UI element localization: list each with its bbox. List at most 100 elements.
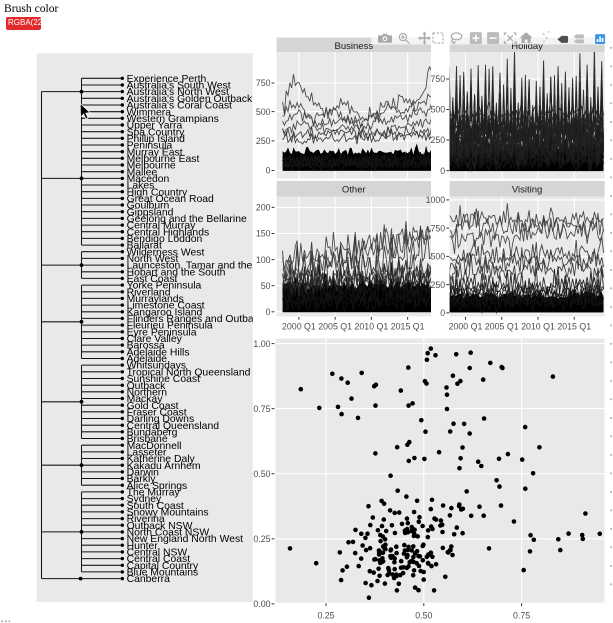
svg-text:Hobart and the South: Hobart and the South [127,267,226,278]
svg-text:Bundaberg: Bundaberg [127,427,178,438]
svg-text:Mackay: Mackay [127,394,164,405]
svg-text:Spa Country: Spa Country [127,127,186,138]
svg-text:Goulburn: Goulburn [127,201,170,212]
svg-text:Geelong and the Bellarine: Geelong and the Bellarine [127,214,247,225]
svg-text:East Coast: East Coast [127,274,178,285]
svg-text:Outback: Outback [127,381,167,392]
svg-text:Gold Coast: Gold Coast [127,401,179,412]
svg-text:Central NSW: Central NSW [127,548,188,559]
svg-text:Blue Mountains: Blue Mountains [127,568,199,579]
svg-text:1.00: 1.00 [253,339,270,349]
svg-text:Murray East: Murray East [127,147,183,158]
svg-text:2005 Q1: 2005 Q1 [485,322,519,332]
svg-text:Barkly: Barkly [127,474,157,485]
svg-text:MacDonnell: MacDonnell [127,441,182,452]
svg-text:Riverina: Riverina [127,514,165,525]
svg-text:Canberra: Canberra [127,574,171,585]
svg-text:South Coast: South Coast [127,501,184,512]
svg-text:Barossa: Barossa [127,341,165,352]
svg-text:0.25: 0.25 [253,534,270,544]
svg-text:Gippsland: Gippsland [127,207,174,218]
svg-text:The Murray: The Murray [127,488,181,499]
svg-text:Adelaide Hills: Adelaide Hills [127,347,190,358]
svg-text:Whitsundays: Whitsundays [127,361,186,372]
svg-text:North West: North West [127,254,179,265]
svg-text:Central Queensland: Central Queensland [127,421,220,432]
svg-text:Fraser Coast: Fraser Coast [127,407,187,418]
svg-text:750: 750 [431,223,446,233]
svg-text:Yorke Peninsula: Yorke Peninsula [127,281,202,292]
svg-text:750: 750 [431,74,446,84]
svg-text:Ballarat: Ballarat [127,241,162,252]
svg-text:Outback NSW: Outback NSW [127,521,193,532]
svg-text:Melbourne East: Melbourne East [127,154,200,165]
svg-text:Wimmera: Wimmera [127,107,172,118]
svg-text:Holiday: Holiday [511,41,543,52]
svg-text:Experience Perth: Experience Perth [127,74,207,85]
svg-text:Darling Downs: Darling Downs [127,414,195,425]
svg-text:Alice Springs: Alice Springs [127,481,188,492]
svg-text:2000 Q1: 2000 Q1 [282,322,316,332]
svg-text:0.50: 0.50 [253,469,270,479]
svg-text:0: 0 [440,166,445,176]
svg-text:250: 250 [431,135,446,145]
svg-text:Northern: Northern [127,387,168,398]
svg-text:50: 50 [261,281,271,291]
svg-text:Great Ocean Road: Great Ocean Road [127,194,214,205]
svg-text:250: 250 [431,280,446,290]
svg-text:100: 100 [256,255,271,265]
svg-text:2010 Q1: 2010 Q1 [521,322,555,332]
svg-text:Adelaide: Adelaide [127,354,168,365]
svg-text:2000 Q1: 2000 Q1 [449,322,483,332]
svg-text:0.00: 0.00 [253,599,270,609]
svg-text:Central Coast: Central Coast [127,554,191,565]
svg-text:Darwin: Darwin [127,468,160,479]
svg-text:0: 0 [266,166,271,176]
svg-text:Business: Business [335,41,374,52]
svg-text:200: 200 [256,203,271,213]
svg-text:Eyre Peninsula: Eyre Peninsula [127,327,197,338]
svg-text:Kangaroo Island: Kangaroo Island [127,307,203,318]
svg-text:Flinders Ranges and Outback: Flinders Ranges and Outback [127,314,265,325]
svg-text:Limestone Coast: Limestone Coast [127,301,205,312]
svg-text:Upper Yarra: Upper Yarra [127,121,183,132]
svg-text:Brisbane: Brisbane [127,434,168,445]
svg-text:High Country: High Country [127,187,188,198]
svg-text:Katherine Daly: Katherine Daly [127,454,196,465]
svg-text:Australia's Coral Coast: Australia's Coral Coast [127,101,232,112]
svg-text:2010 Q1: 2010 Q1 [355,322,389,332]
svg-text:Snowy Mountains: Snowy Mountains [127,508,209,519]
svg-text:Sunshine Coast: Sunshine Coast [127,374,200,385]
svg-text:Riverland: Riverland [127,287,171,298]
svg-text:Hunter: Hunter [127,541,159,552]
svg-text:Australia's South West: Australia's South West [127,81,231,92]
svg-text:500: 500 [256,107,271,117]
svg-text:North Coast NSW: North Coast NSW [127,528,210,539]
svg-text:0: 0 [266,307,271,317]
svg-text:Clare Valley: Clare Valley [127,334,183,345]
svg-text:Tropical North Queensland: Tropical North Queensland [127,367,251,378]
svg-text:1000: 1000 [426,195,446,205]
svg-text:500: 500 [431,252,446,262]
svg-text:0.75: 0.75 [513,610,530,620]
svg-text:Australia's Golden Outback: Australia's Golden Outback [127,94,253,105]
svg-text:Macedon: Macedon [127,174,170,185]
svg-text:2005 Q1: 2005 Q1 [318,322,352,332]
svg-text:Sydney: Sydney [127,494,162,505]
svg-text:2015 Q1: 2015 Q1 [391,322,425,332]
svg-text:Murraylands: Murraylands [127,294,184,305]
svg-text:Central Murray: Central Murray [127,221,197,232]
svg-text:Capital Country: Capital Country [127,561,199,572]
svg-text:0.25: 0.25 [317,610,334,620]
svg-text:Wilderness West: Wilderness West [127,247,205,258]
svg-text:Australia's North West: Australia's North West [127,87,229,98]
svg-text:Melbourne: Melbourne [127,161,176,172]
svg-text:Lakes: Lakes [127,181,155,192]
svg-text:Other: Other [342,185,366,196]
svg-text:New England North West: New England North West [127,534,244,545]
svg-text:Visiting: Visiting [512,185,542,196]
svg-text:Fleurieu Peninsula: Fleurieu Peninsula [127,321,213,332]
svg-text:Bendigo Loddon: Bendigo Loddon [127,234,203,245]
svg-text:Peninsula: Peninsula [127,141,173,152]
svg-text:2015 Q1: 2015 Q1 [557,322,591,332]
